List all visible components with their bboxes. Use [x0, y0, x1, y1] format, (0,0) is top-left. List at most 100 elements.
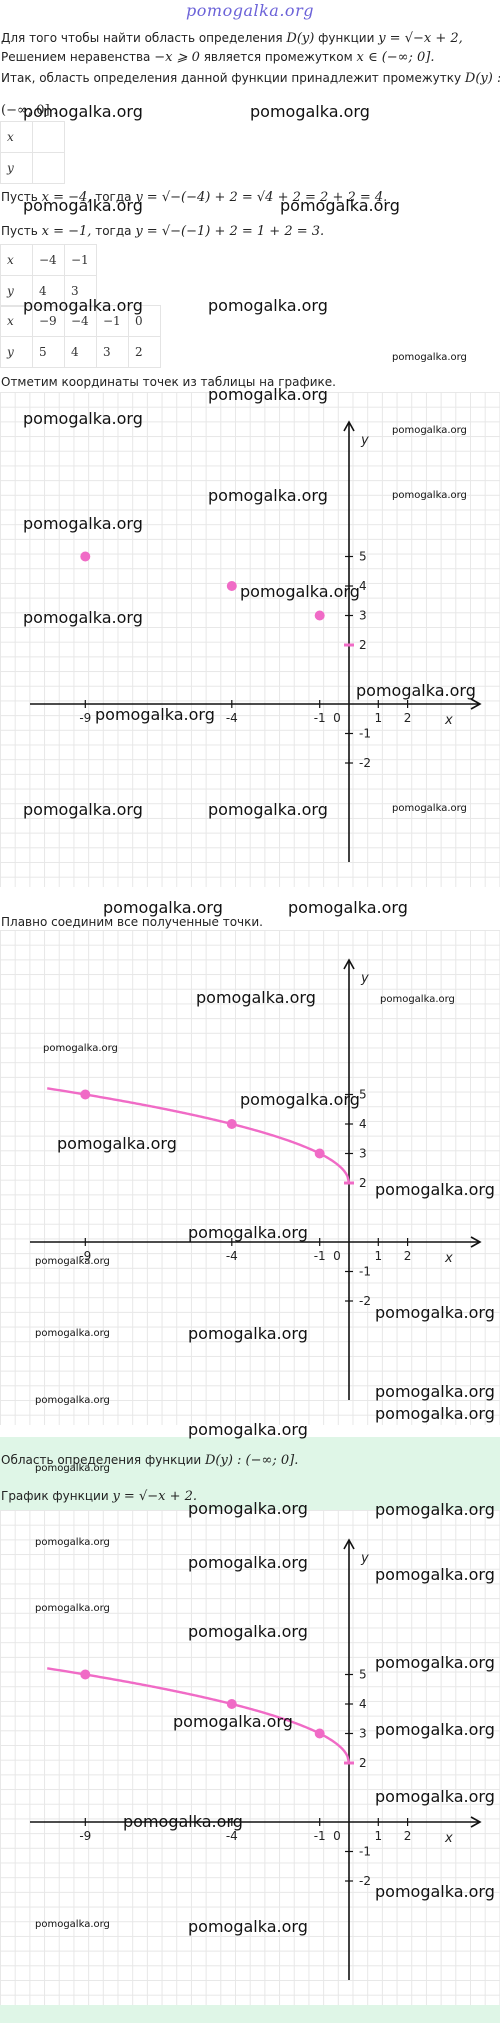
y-tick-label: 4: [359, 1117, 367, 1131]
watermark: pomogalka.org: [23, 800, 143, 819]
table-cell: 3: [64, 275, 97, 307]
x-axis-label: x: [444, 1251, 453, 1266]
watermark: pomogalka.org: [375, 1180, 495, 1199]
watermark: pomogalka.org: [35, 1603, 110, 1614]
y-axis-arrow: [343, 958, 355, 970]
values-table-full: x −9 −4 −1 0 y 5 4 3 2: [0, 305, 161, 368]
site-logo[interactable]: pomogalka.org: [186, 1, 314, 20]
watermark: pomogalka.org: [23, 409, 143, 428]
data-point: [226, 1699, 237, 1709]
paragraph-plot-points: Отметим координаты точек из таблицы на г…: [1, 375, 336, 389]
x-tick-label: -4: [226, 711, 238, 725]
watermark: pomogalka.org: [23, 608, 143, 627]
table-cell: −1: [64, 244, 97, 276]
paragraph-connect-points: Плавно соединим все полученные точки.: [1, 915, 263, 929]
watermark: pomogalka.org: [43, 1043, 118, 1054]
watermark: pomogalka.org: [173, 1712, 293, 1731]
table-cell: 0: [128, 305, 161, 337]
paragraph-substitution-x-1: Пусть x = −1, тогда y = √−(−1) + 2 = 1 +…: [1, 224, 325, 239]
watermark: pomogalka.org: [23, 514, 143, 533]
watermark: pomogalka.org: [57, 1134, 177, 1153]
table-cell: 5: [32, 336, 65, 368]
x-tick-label: 1: [374, 1829, 382, 1843]
x-tick-label: 0: [333, 1829, 341, 1843]
x-tick-label: 2: [404, 1829, 412, 1843]
data-point: [314, 610, 325, 621]
watermark: pomogalka.org: [208, 800, 328, 819]
watermark: pomogalka.org: [288, 898, 408, 917]
watermark: pomogalka.org: [23, 102, 143, 121]
table-cell: 2: [128, 336, 161, 368]
values-table-empty: x y: [0, 121, 65, 184]
chart-answer-svg: x y -9 -4 -1 0 1 2 5 4 3 2 -1 -2: [30, 1538, 482, 1980]
paragraph-interval: (−∞; 0] .: [1, 103, 58, 118]
table-header-y: y: [0, 336, 33, 368]
y-tick-label: 4: [359, 579, 367, 593]
x-axis-arrow: [470, 698, 482, 710]
y-axis-arrow: [343, 420, 355, 432]
data-point: [226, 1119, 237, 1129]
x-tick-label: 0: [333, 1249, 341, 1263]
watermark: pomogalka.org: [35, 1463, 110, 1474]
y-tick-label: -2: [359, 1874, 371, 1888]
y-axis-label: y: [360, 433, 369, 448]
watermark: pomogalka.org: [392, 425, 467, 436]
watermark: pomogalka.org: [380, 994, 455, 1005]
chart-points: x y -9 -4 -1 0 1 2 5 4 3 2 -1 -2: [0, 392, 500, 887]
watermark: pomogalka.org: [356, 681, 476, 700]
y-tick-label: 5: [359, 1668, 367, 1682]
chart-answer: x y -9 -4 -1 0 1 2 5 4 3 2 -1 -2: [0, 1510, 500, 2005]
watermark: pomogalka.org: [392, 803, 467, 814]
watermark: pomogalka.org: [375, 1882, 495, 1901]
y-tick-label: -1: [359, 1845, 371, 1859]
watermark: pomogalka.org: [392, 490, 467, 501]
y-tick-label: -2: [359, 756, 371, 770]
y-axis-arrow: [343, 1538, 355, 1550]
x-tick-label: 2: [404, 711, 412, 725]
x-tick-label: -9: [79, 711, 91, 725]
watermark: pomogalka.org: [375, 1653, 495, 1672]
y-tick-label: 3: [359, 1727, 367, 1741]
y-tick-label: -2: [359, 1294, 371, 1308]
y-tick-label: 5: [359, 550, 367, 564]
x-axis-label: x: [444, 713, 453, 728]
watermark: pomogalka.org: [208, 385, 328, 404]
y-tick-label: 2: [359, 1176, 367, 1190]
x-tick-label: -4: [226, 1829, 238, 1843]
chart-curve-svg: x y -9 -4 -1 0 1 2 5 4 3 2 -1 -2: [30, 958, 482, 1400]
watermark: pomogalka.org: [208, 486, 328, 505]
y-tick-label: -1: [359, 727, 371, 741]
watermark: pomogalka.org: [23, 196, 143, 215]
watermark: pomogalka.org: [375, 1303, 495, 1322]
watermark: pomogalka.org: [375, 1500, 495, 1519]
table-header-x: x: [0, 305, 33, 337]
x-axis-label: x: [444, 1831, 453, 1846]
watermark: pomogalka.org: [123, 1812, 243, 1831]
watermark: pomogalka.org: [208, 296, 328, 315]
x-tick-label: 0: [333, 711, 341, 725]
paragraph-domain-conclusion: Итак, область определения данной функции…: [1, 71, 500, 86]
watermark: pomogalka.org: [35, 1328, 110, 1339]
watermark: pomogalka.org: [392, 352, 467, 363]
y-tick-label: 3: [359, 609, 367, 623]
x-tick-label: 1: [374, 711, 382, 725]
data-point: [314, 1148, 325, 1159]
y-axis-label: y: [360, 971, 369, 986]
watermark: pomogalka.org: [375, 1787, 495, 1806]
x-axis-arrow: [470, 1816, 482, 1828]
y-axis-label: y: [360, 1551, 369, 1566]
chart-curve: x y -9 -4 -1 0 1 2 5 4 3 2 -1 -2: [0, 930, 500, 1425]
paragraph-answer-domain: Область определения функции D(y) : (−∞; …: [1, 1453, 299, 1468]
y-tick-label: 4: [359, 1697, 367, 1711]
table-cell: −1: [96, 305, 129, 337]
watermark: pomogalka.org: [95, 705, 215, 724]
watermark: pomogalka.org: [23, 296, 143, 315]
x-tick-label: 1: [374, 1249, 382, 1263]
watermark: pomogalka.org: [35, 1256, 110, 1267]
paragraph-domain-intro: Для того чтобы найти область определения…: [1, 31, 463, 46]
watermark: pomogalka.org: [188, 1553, 308, 1572]
watermark: pomogalka.org: [188, 1324, 308, 1343]
x-tick-label: -1: [314, 711, 326, 725]
values-table-partial: x −4 −1 y 4 3: [0, 244, 97, 307]
watermark: pomogalka.org: [375, 1382, 495, 1401]
